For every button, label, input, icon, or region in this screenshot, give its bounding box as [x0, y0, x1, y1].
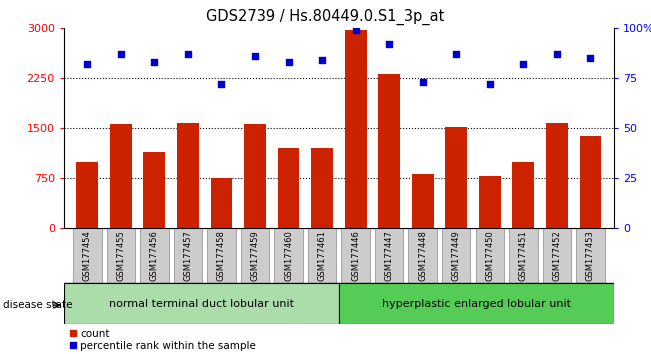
Bar — [375, 228, 404, 283]
Text: GSM177461: GSM177461 — [318, 230, 327, 281]
Bar — [274, 228, 303, 283]
Bar — [509, 228, 538, 283]
Text: disease state: disease state — [3, 300, 73, 310]
Text: GSM177456: GSM177456 — [150, 230, 159, 281]
Bar — [107, 228, 135, 283]
Point — [317, 57, 327, 63]
Text: GSM177448: GSM177448 — [418, 230, 427, 281]
Point — [384, 41, 395, 47]
Point — [585, 56, 596, 61]
Bar — [378, 74, 400, 228]
Bar — [143, 152, 165, 228]
Text: hyperplastic enlarged lobular unit: hyperplastic enlarged lobular unit — [382, 298, 571, 309]
Bar — [110, 124, 132, 228]
Bar — [345, 30, 367, 228]
Text: GSM177449: GSM177449 — [452, 230, 461, 281]
Bar — [412, 174, 434, 228]
Point — [250, 53, 260, 59]
Legend: count, percentile rank within the sample: count, percentile rank within the sample — [69, 329, 256, 351]
Text: GSM177447: GSM177447 — [385, 230, 394, 281]
Text: GSM177450: GSM177450 — [485, 230, 494, 281]
Bar — [546, 123, 568, 228]
Bar — [308, 228, 337, 283]
Text: GSM177458: GSM177458 — [217, 230, 226, 281]
Bar — [341, 228, 370, 283]
Text: GDS2739 / Hs.80449.0.S1_3p_at: GDS2739 / Hs.80449.0.S1_3p_at — [206, 9, 445, 25]
Text: GSM177446: GSM177446 — [351, 230, 360, 281]
Point — [417, 80, 428, 85]
Bar — [277, 148, 299, 228]
Bar — [442, 228, 471, 283]
Point — [283, 59, 294, 65]
Text: GSM177453: GSM177453 — [586, 230, 595, 281]
Bar — [311, 148, 333, 228]
Text: GSM177451: GSM177451 — [519, 230, 528, 281]
Point — [451, 51, 462, 57]
Point — [183, 51, 193, 57]
Text: GSM177460: GSM177460 — [284, 230, 293, 281]
Bar — [475, 228, 504, 283]
Bar — [408, 228, 437, 283]
Text: GSM177452: GSM177452 — [552, 230, 561, 281]
Text: normal terminal duct lobular unit: normal terminal duct lobular unit — [109, 298, 294, 309]
Bar — [339, 283, 614, 324]
Bar — [244, 124, 266, 228]
Bar — [210, 178, 232, 228]
Point — [518, 62, 529, 67]
Bar — [241, 228, 270, 283]
Bar — [576, 228, 605, 283]
Text: GSM177457: GSM177457 — [184, 230, 193, 281]
Bar — [512, 162, 534, 228]
Bar — [174, 228, 202, 283]
Bar — [64, 283, 339, 324]
Text: GSM177454: GSM177454 — [83, 230, 92, 281]
Bar — [445, 127, 467, 228]
Bar — [73, 228, 102, 283]
Bar — [543, 228, 571, 283]
Text: GSM177459: GSM177459 — [251, 230, 260, 281]
Bar — [177, 123, 199, 228]
Bar — [76, 162, 98, 228]
Point — [350, 28, 361, 33]
Point — [551, 51, 562, 57]
Point — [116, 51, 126, 57]
Text: GSM177455: GSM177455 — [117, 230, 126, 281]
Point — [149, 59, 159, 65]
Point — [82, 62, 92, 67]
Bar — [579, 136, 602, 228]
Point — [484, 81, 495, 87]
Point — [216, 81, 227, 87]
Bar — [140, 228, 169, 283]
Bar — [207, 228, 236, 283]
Bar — [479, 176, 501, 228]
